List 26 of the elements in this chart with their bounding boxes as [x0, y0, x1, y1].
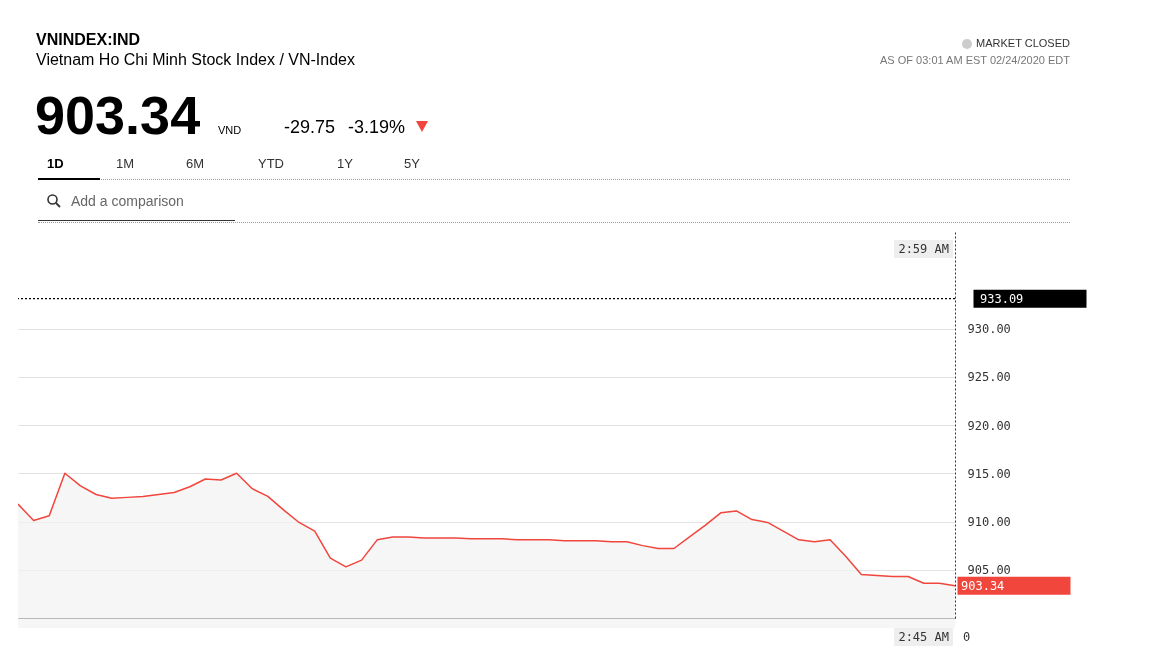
ref-line-label: 933.09	[980, 291, 1024, 306]
data-label: 903.34	[961, 578, 1005, 593]
text: 0	[963, 630, 971, 644]
text: -3.19%	[348, 117, 406, 138]
text: -29.75	[284, 117, 336, 138]
y-tick-label: 920.00	[967, 418, 1011, 433]
y-tick-label: 930.00	[967, 322, 1011, 336]
text: 6M	[186, 156, 205, 171]
y-tick-label: 910.00	[967, 515, 1011, 529]
text: Add a comparison	[71, 193, 184, 209]
y-tick-label: 905.00	[967, 563, 1011, 578]
text: 1M	[116, 156, 135, 171]
text: VND	[218, 124, 242, 136]
text: MARKET CLOSED	[976, 37, 1070, 49]
text: 903.34	[35, 84, 201, 146]
chart-title: VNINDEX:IND	[36, 31, 141, 49]
annotation: 2:59 AM	[894, 240, 953, 258]
y-tick-label: 925.00	[967, 370, 1011, 385]
y-tick-label: 915.00	[967, 466, 1011, 481]
chart-subtitle: Vietnam Ho Chi Minh Stock Index / VN-Index	[36, 51, 355, 69]
text: YTD	[258, 156, 284, 171]
text: 5Y	[404, 156, 420, 171]
text: 1D	[47, 156, 64, 171]
text: 2:45 AM	[894, 628, 953, 646]
text: AS OF 03:01 AM EST 02/24/2020 EDT	[880, 54, 1070, 66]
text: 1Y	[337, 156, 353, 171]
